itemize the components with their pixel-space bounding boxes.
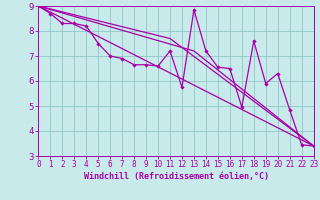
X-axis label: Windchill (Refroidissement éolien,°C): Windchill (Refroidissement éolien,°C) <box>84 172 268 181</box>
